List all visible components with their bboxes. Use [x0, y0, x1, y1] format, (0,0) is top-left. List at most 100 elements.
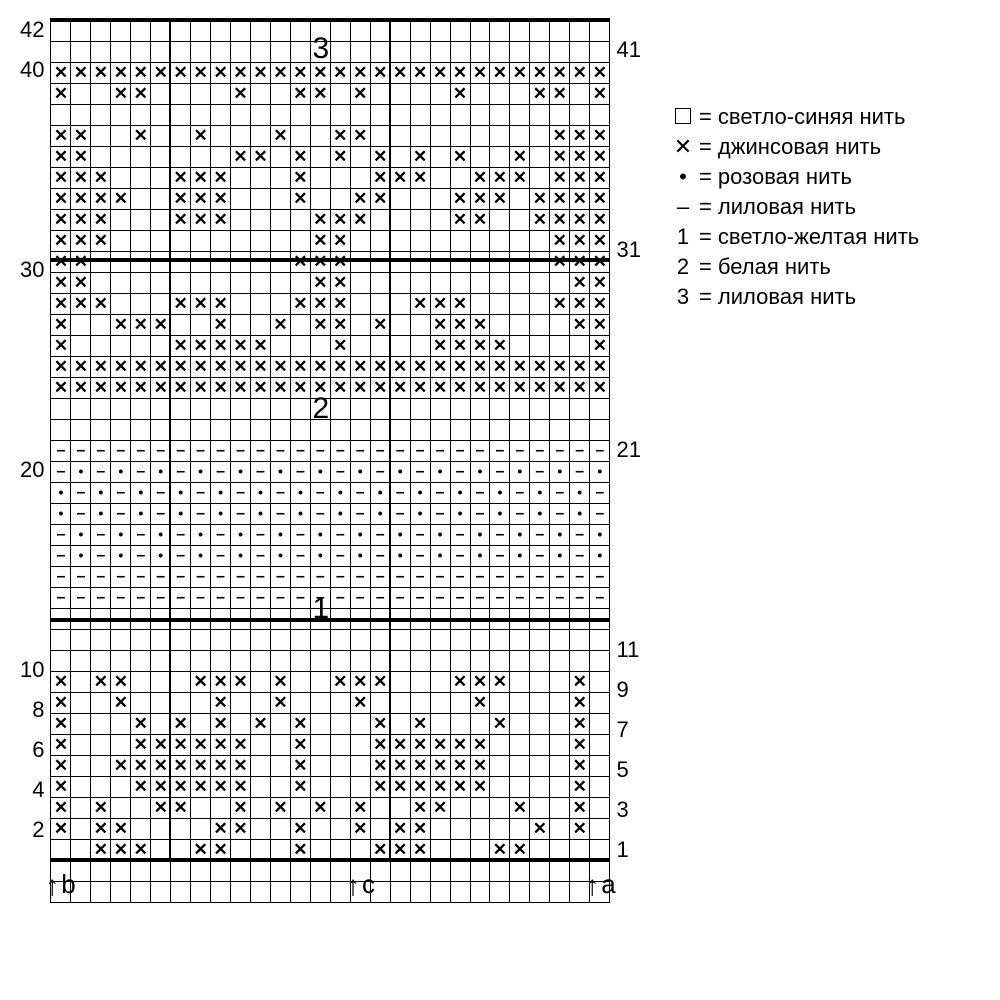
grid-cell: [410, 84, 430, 105]
grid-cell: [430, 525, 450, 546]
grid-cell: [111, 756, 131, 777]
grid-cell: [270, 462, 290, 483]
grid-cell: [490, 483, 510, 504]
grid-cell: [251, 105, 271, 126]
grid-cell: [510, 504, 530, 525]
grid-cell: [71, 189, 91, 210]
grid-cell: [430, 252, 450, 273]
grid-cell: [270, 168, 290, 189]
grid-cell: [450, 525, 470, 546]
grid-cell: [470, 357, 490, 378]
grid-cell: [71, 21, 91, 42]
grid-cell: [111, 546, 131, 567]
grid-cell: [350, 462, 370, 483]
grid-cell: [410, 357, 430, 378]
grid-cell: [410, 651, 430, 672]
grid-cell: [530, 399, 550, 420]
grid-cell: [350, 798, 370, 819]
grid-cell: [310, 462, 330, 483]
grid-cell: [570, 693, 590, 714]
grid-cell: [310, 42, 330, 63]
grid-cell: [290, 777, 310, 798]
grid-cell: [430, 504, 450, 525]
row-label-right: 21: [616, 440, 640, 460]
grid-cell: [370, 441, 390, 462]
grid-cell: [530, 231, 550, 252]
grid-cell: [111, 441, 131, 462]
grid-cell: [530, 819, 550, 840]
grid-cell: [51, 462, 71, 483]
grid-cell: [231, 525, 251, 546]
grid-cell: [171, 546, 191, 567]
grid-cell: [51, 441, 71, 462]
grid-cell: [131, 294, 151, 315]
grid-cell: [211, 420, 231, 441]
grid-cell: [530, 462, 550, 483]
grid-cell: [570, 819, 590, 840]
grid-cell: [51, 546, 71, 567]
grid-cell: [510, 42, 530, 63]
grid-cell: [91, 504, 111, 525]
row-label-left: 30: [20, 260, 44, 280]
grid-cell: [310, 756, 330, 777]
grid-cell: [231, 777, 251, 798]
grid-cell: [370, 357, 390, 378]
grid-cell: [490, 420, 510, 441]
grid-cell: [71, 630, 91, 651]
grid-cell: [430, 777, 450, 798]
grid-cell: [330, 441, 350, 462]
grid-cell: [191, 189, 211, 210]
grid-cell: [131, 252, 151, 273]
grid-cell: [550, 735, 570, 756]
grid-cell: [310, 231, 330, 252]
grid-cell: [330, 420, 350, 441]
grid-cell: [470, 672, 490, 693]
grid-cell: [510, 210, 530, 231]
grid-cell: [151, 378, 171, 399]
grid-cell: [390, 84, 410, 105]
grid-cell: [71, 588, 91, 609]
grid-cell: [570, 252, 590, 273]
grid-cell: [171, 63, 191, 84]
grid-cell: [330, 798, 350, 819]
grid-cell: [270, 504, 290, 525]
grid-cell: [490, 630, 510, 651]
grid-cell: [290, 63, 310, 84]
grid-cell: [251, 525, 271, 546]
grid-cell: [51, 420, 71, 441]
grid-cell: [211, 567, 231, 588]
grid-cell: [510, 168, 530, 189]
grid-cell: [430, 798, 450, 819]
column-arrows: ↑b↑c↑a: [50, 860, 610, 900]
grid-cell: [131, 693, 151, 714]
grid-cell: [590, 546, 610, 567]
grid-cell: [450, 441, 470, 462]
grid-cell: [330, 756, 350, 777]
grid-cell: [290, 231, 310, 252]
legend-symbol: •: [671, 164, 695, 190]
grid-cell: [310, 21, 330, 42]
grid-cell: [510, 735, 530, 756]
grid-cell: [350, 525, 370, 546]
grid-cell: [590, 504, 610, 525]
grid-cell: [450, 336, 470, 357]
grid-cell: [530, 651, 550, 672]
grid-cell: [171, 483, 191, 504]
arrow-up-icon: ↑: [45, 872, 59, 900]
grid-cell: [550, 273, 570, 294]
grid-cell: [430, 483, 450, 504]
grid-cell: [350, 105, 370, 126]
grid-cell: [310, 126, 330, 147]
grid-cell: [310, 546, 330, 567]
grid-cell: [570, 504, 590, 525]
grid-cell: [310, 483, 330, 504]
grid-cell: [131, 777, 151, 798]
grid-cell: [450, 630, 470, 651]
grid-cell: [450, 735, 470, 756]
grid-cell: [390, 588, 410, 609]
grid-cell: [550, 336, 570, 357]
grid-cell: [131, 210, 151, 231]
grid-cell: [330, 147, 350, 168]
arrow-label: a: [601, 869, 615, 900]
grid-cell: [530, 42, 550, 63]
